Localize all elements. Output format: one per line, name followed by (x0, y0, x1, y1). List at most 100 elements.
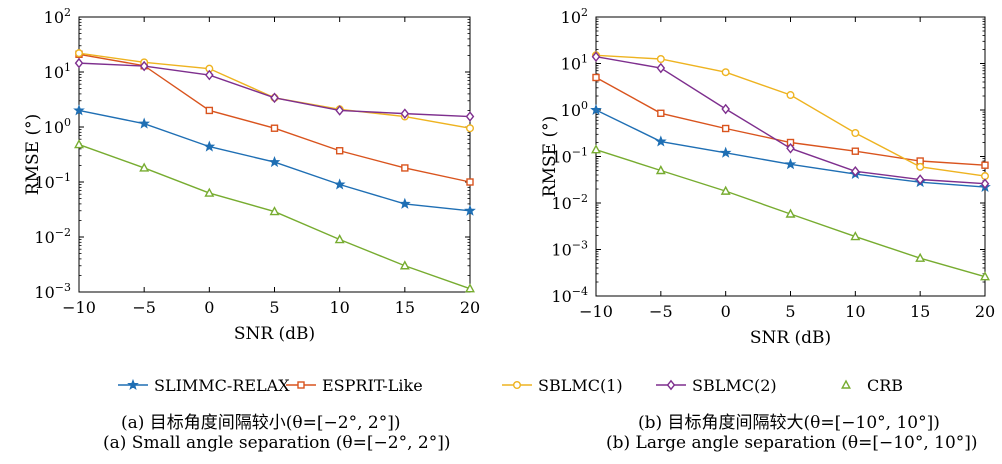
x-tick-label: 5 (785, 302, 795, 321)
data-point-sblmc-2 (465, 111, 475, 122)
data-point-esprit-like (657, 109, 665, 117)
legend-item-crb: CRB (841, 376, 903, 395)
x-tick-label: 10 (329, 298, 349, 317)
data-point-sblmc-1 (916, 162, 925, 171)
caption-a-chinese: (a) 目标角度间隔较小(θ=[−2°, 2°]) (121, 413, 401, 433)
series-line-sblmc-2 (78, 62, 471, 118)
series-line-sblmc-1 (595, 54, 986, 177)
data-point-sblmc-2 (915, 174, 925, 185)
data-point-crb (204, 187, 215, 197)
x-tick-label: −5 (649, 302, 673, 321)
data-point-crb (655, 165, 666, 175)
x-tick-label: 5 (269, 298, 279, 317)
legend-marker (666, 379, 676, 391)
legend-label: SBLMC(2) (692, 376, 777, 395)
y-tick-label: 102 (561, 6, 588, 27)
data-point-slimmc-relax (73, 104, 85, 116)
data-point-esprit-like (592, 73, 600, 82)
data-point-sblmc-1 (74, 49, 83, 58)
data-point-sblmc-2 (786, 142, 795, 154)
y-tick-label: 10−3 (551, 239, 588, 260)
series-sblmc-2 (591, 51, 990, 190)
series-crb (74, 139, 475, 293)
series-line-crb (78, 143, 471, 290)
data-point-crb (591, 144, 601, 154)
legend: SLIMMC-RELAX ESPRIT-Like SBLMC(1) SBLMC(2) C… (118, 376, 903, 395)
legend-label: ESPRIT-Like (322, 376, 423, 395)
data-point-sblmc-1 (656, 54, 665, 63)
data-point-sblmc-2 (591, 51, 601, 63)
plot-frame (78, 16, 471, 293)
data-point-esprit-like (981, 161, 989, 169)
data-point-crb (465, 283, 475, 293)
y-axis-label: RMSE (°) (23, 114, 43, 195)
data-point-sblmc-2 (139, 60, 149, 72)
x-tick-label: 0 (721, 302, 731, 321)
data-point-sblmc-2 (270, 92, 279, 104)
data-point-crb (785, 208, 796, 218)
y-tick-label: 10−1 (34, 171, 71, 192)
chart-large-separation: −10 −5 0 5 10 15 20 10−4 10−3 10−2 10−1 100 101 102 SN… (540, 6, 995, 348)
data-point-esprit-like (270, 124, 279, 132)
legend-marker (841, 379, 851, 389)
data-point-slimmc-relax (398, 197, 411, 209)
data-point-crb (399, 260, 410, 270)
chart-small-separation: −10 −5 0 5 10 15 20 10−3 10−2 10−1 100 101 102 SNR (d… (23, 6, 480, 344)
data-point-esprit-like (851, 147, 860, 155)
data-point-sblmc-2 (74, 57, 84, 69)
y-tick-label: 10−1 (551, 146, 588, 167)
data-point-slimmc-relax (590, 103, 602, 115)
data-point-sblmc-2 (656, 62, 666, 74)
legend-item-sblmc-1: SBLMC(1) (502, 376, 623, 395)
y-tick-label: 10−2 (551, 192, 588, 213)
data-point-sblmc-1 (466, 124, 475, 133)
x-tick-label: −10 (579, 302, 613, 321)
y-tick-label: 101 (44, 61, 71, 82)
data-point-crb (139, 162, 150, 172)
legend-marker (127, 378, 139, 390)
data-point-esprit-like (401, 164, 409, 172)
data-point-crb (720, 185, 731, 195)
data-point-sblmc-2 (721, 103, 730, 115)
legend-label: CRB (867, 376, 903, 395)
legend-item-sblmc-2: SBLMC(2) (656, 376, 777, 395)
data-point-sblmc-2 (400, 108, 410, 119)
y-tick-label: 10−4 (551, 285, 588, 306)
data-point-slimmc-relax (203, 140, 216, 152)
data-point-crb (850, 231, 861, 241)
series-slimmc-relax (73, 104, 476, 216)
series-sblmc-2 (74, 57, 475, 122)
x-axis-label: SNR (dB) (750, 328, 831, 348)
data-point-sblmc-1 (721, 68, 730, 77)
x-tick-label: 15 (395, 298, 415, 317)
data-point-esprit-like (205, 106, 214, 115)
x-tick-label: 15 (910, 302, 930, 321)
y-tick-label: 101 (561, 53, 588, 74)
data-point-esprit-like (335, 147, 344, 155)
data-point-sblmc-2 (335, 105, 344, 116)
x-tick-label: 0 (204, 298, 214, 317)
data-point-slimmc-relax (654, 135, 667, 147)
data-point-slimmc-relax (464, 204, 476, 216)
y-tick-label: 100 (561, 99, 588, 120)
data-point-crb (980, 271, 990, 281)
data-point-sblmc-2 (205, 69, 214, 81)
series-sblmc-1 (74, 49, 475, 133)
data-point-crb (915, 252, 926, 262)
data-point-crb (74, 139, 84, 149)
x-axis-label: SNR (dB) (234, 324, 315, 344)
data-point-sblmc-1 (851, 129, 860, 138)
x-tick-label: 10 (845, 302, 865, 321)
data-point-esprit-like (721, 124, 730, 133)
caption-b-english: (b) Large angle separation (θ=[−10°, 10°… (606, 433, 978, 453)
legend-item-slimmc-relax: SLIMMC-RELAX (118, 376, 290, 395)
y-tick-label: 10−3 (34, 281, 71, 302)
y-tick-label: 100 (44, 116, 71, 137)
data-point-sblmc-1 (981, 172, 990, 181)
data-point-crb (334, 234, 345, 244)
data-point-slimmc-relax (268, 155, 281, 168)
data-point-esprit-like (466, 178, 474, 186)
legend-label: SBLMC(1) (538, 376, 623, 395)
data-point-sblmc-1 (786, 91, 795, 100)
data-point-slimmc-relax (333, 178, 346, 190)
